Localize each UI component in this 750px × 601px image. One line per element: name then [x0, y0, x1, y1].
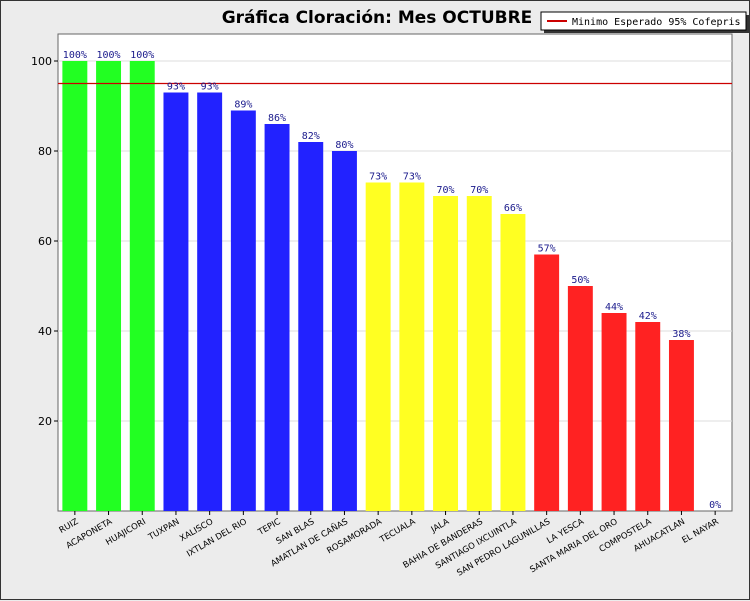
data-label: 70%	[470, 185, 488, 196]
y-tick-label: 100	[31, 55, 52, 68]
bar	[298, 142, 324, 511]
data-label: 100%	[130, 50, 154, 61]
bar	[264, 124, 290, 511]
x-tick-label: TUXPAN	[146, 517, 181, 543]
bar	[197, 92, 223, 511]
legend-entry: Minimo Esperado 95% Cofepris	[572, 17, 741, 28]
bar	[635, 322, 661, 511]
bar	[567, 286, 593, 511]
bar	[668, 340, 694, 511]
legend-box	[540, 11, 747, 31]
y-tick-label: 20	[38, 415, 52, 428]
data-label: 42%	[639, 311, 657, 322]
data-label: 73%	[369, 172, 387, 183]
y-tick-label: 60	[38, 235, 52, 248]
bar	[230, 110, 256, 511]
data-label: 38%	[672, 329, 690, 340]
bar	[331, 151, 357, 511]
x-tick-label: IXTLAN DEL RIO	[185, 517, 249, 560]
x-tick-label: RUIZ	[58, 517, 81, 536]
y-tick-label: 40	[38, 325, 52, 338]
data-label: 86%	[268, 113, 286, 124]
data-label: 80%	[335, 140, 353, 151]
data-label: 0%	[709, 500, 721, 511]
data-label: 70%	[437, 185, 455, 196]
bar	[601, 313, 627, 511]
bar-series	[62, 61, 694, 511]
bar	[534, 254, 560, 511]
bar	[466, 196, 492, 511]
bar	[500, 214, 526, 511]
data-label: 82%	[302, 131, 320, 142]
plot-area	[57, 33, 733, 512]
data-label: 89%	[234, 100, 252, 111]
x-tick-label: EL NAYAR	[681, 517, 721, 546]
y-axis: 20 40 60 80 100	[31, 55, 58, 428]
x-tick-label: TECUALA	[377, 517, 417, 546]
data-label: 93%	[201, 82, 219, 93]
bar	[365, 182, 391, 511]
bar	[399, 182, 425, 511]
y-tick-label: 80	[38, 145, 52, 158]
bar	[163, 92, 189, 511]
bar	[96, 61, 122, 511]
data-label: 66%	[504, 203, 522, 214]
data-labels: 100% 100% 100% 93% 93% 89% 86% 82% 80% 73% 73% 70% 7…	[63, 50, 721, 511]
data-label: 73%	[403, 172, 421, 183]
chart-title: Gráfica Cloración: Mes OCTUBRE	[222, 8, 533, 28]
bar	[433, 196, 459, 511]
x-tick-label: JALA	[429, 517, 451, 536]
data-label: 93%	[167, 82, 185, 93]
data-label: 100%	[97, 50, 121, 61]
data-label: 50%	[571, 275, 589, 286]
data-label: 44%	[605, 302, 623, 313]
bar	[129, 61, 155, 511]
data-label: 57%	[538, 244, 556, 255]
legend: Minimo Esperado 95% Cofepris	[540, 11, 749, 33]
bar	[62, 61, 88, 511]
data-label: 100%	[63, 50, 87, 61]
